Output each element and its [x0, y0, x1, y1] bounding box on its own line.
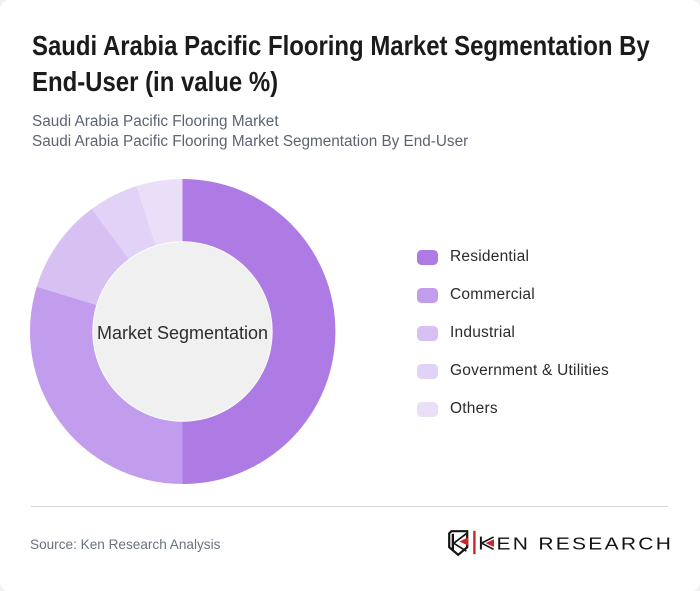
svg-text:EN RESEARCH: EN RESEARCH: [497, 535, 674, 554]
